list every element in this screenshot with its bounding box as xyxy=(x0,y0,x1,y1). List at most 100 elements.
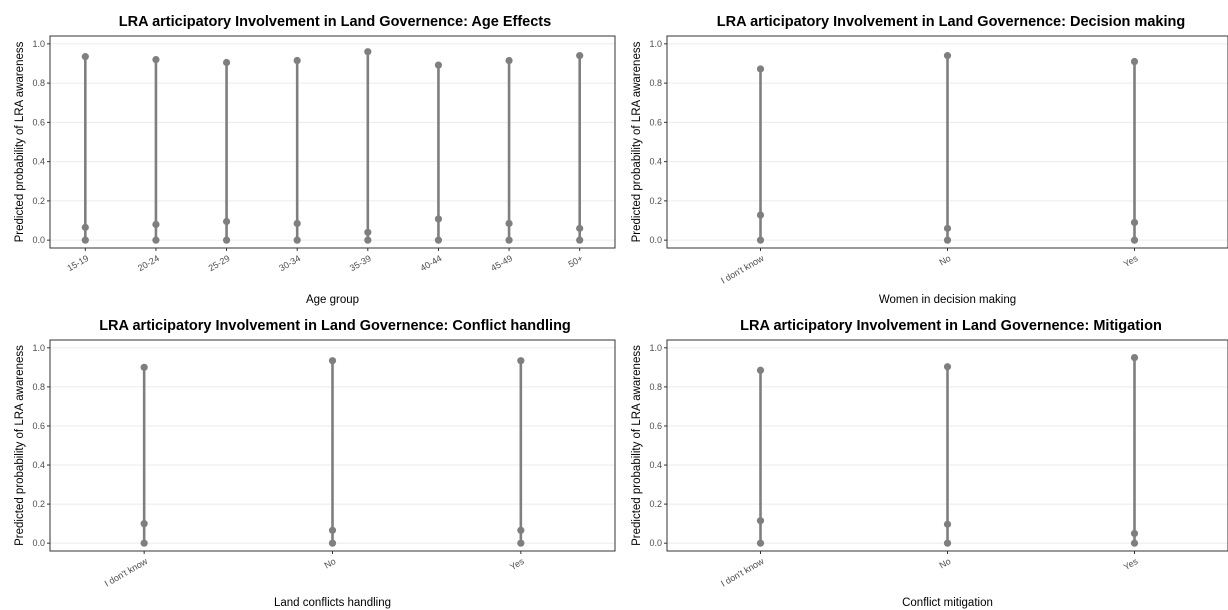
data-point xyxy=(517,539,525,547)
chart-title: LRA articipatory Involvement in Land Gov… xyxy=(99,318,571,334)
x-axis-label: Women in decision making xyxy=(879,294,1016,306)
y-tick-label: 1.0 xyxy=(32,39,45,49)
y-tick-label: 0.2 xyxy=(649,499,662,509)
data-point xyxy=(505,236,513,244)
data-point xyxy=(293,219,301,228)
y-tick-label: 1.0 xyxy=(649,343,662,353)
panel-1: 0.0 0.2 0.4 0.6 0.8 1.0 15-19 20-24 25-29 30-34 35… xyxy=(14,14,616,306)
data-point xyxy=(364,236,372,244)
y-tick-label: 0.8 xyxy=(649,382,662,392)
data-point xyxy=(756,366,765,374)
data-point xyxy=(152,220,160,229)
data-point xyxy=(756,211,765,219)
data-point xyxy=(434,215,443,223)
x-tick-label: 25-29 xyxy=(207,253,232,273)
data-point xyxy=(517,357,525,365)
chart-title: LRA articipatory Involvement in Land Gov… xyxy=(740,318,1162,334)
data-point xyxy=(81,223,89,231)
x-tick-label: No xyxy=(938,253,953,267)
x-axis-label: Age group xyxy=(306,294,359,306)
y-tick-label: 0.4 xyxy=(32,460,45,470)
data-point xyxy=(756,539,765,547)
data-point xyxy=(81,236,89,244)
y-tick-label: 0.2 xyxy=(649,196,662,206)
y-tick-label: 0.8 xyxy=(32,382,45,392)
x-tick-label: Yes xyxy=(508,556,526,572)
data-point xyxy=(943,363,952,371)
data-point xyxy=(505,219,513,228)
y-tick-label: 0.4 xyxy=(649,157,662,167)
y-tick-label: 0.0 xyxy=(649,235,662,245)
data-point xyxy=(576,52,584,60)
x-axis-label: Land conflicts handling xyxy=(274,597,391,609)
data-point xyxy=(222,58,231,67)
data-point xyxy=(756,65,765,73)
x-tick-label: Yes xyxy=(1122,556,1140,572)
x-tick-label: 15-19 xyxy=(65,253,90,273)
x-tick-label: No xyxy=(938,556,953,570)
data-point xyxy=(1130,539,1139,547)
data-point xyxy=(140,520,148,528)
y-tick-label: 0.8 xyxy=(649,78,662,88)
x-tick-label: 20-24 xyxy=(136,253,161,273)
chart-title: LRA articipatory Involvement in Land Gov… xyxy=(717,14,1185,30)
data-point xyxy=(756,236,765,244)
data-point xyxy=(328,357,337,365)
data-point xyxy=(1130,353,1139,362)
x-tick-label: No xyxy=(323,556,338,570)
y-tick-label: 1.0 xyxy=(32,343,45,353)
data-point xyxy=(293,56,301,65)
data-point xyxy=(1130,529,1139,538)
chart-title: LRA articipatory Involvement in Land Gov… xyxy=(119,14,551,30)
data-point xyxy=(1130,236,1139,244)
panel-4: 0.0 0.2 0.4 0.6 0.8 1.0 I don't know No Yes LRA a… xyxy=(631,318,1228,609)
x-tick-label: Yes xyxy=(1122,253,1140,269)
x-tick-label: I don't know xyxy=(103,556,150,589)
y-tick-label: 0.6 xyxy=(32,117,45,127)
y-tick-label: 0.6 xyxy=(649,117,662,127)
data-point xyxy=(328,539,337,547)
y-axis-label: Predicted probability of LRA awareness xyxy=(14,41,26,242)
y-tick-label: 1.0 xyxy=(649,39,662,49)
data-point xyxy=(434,61,443,69)
data-point xyxy=(364,48,372,56)
y-tick-label: 0.6 xyxy=(649,421,662,431)
data-point xyxy=(140,363,148,371)
y-tick-label: 0.2 xyxy=(32,196,45,206)
y-tick-label: 0.0 xyxy=(32,235,45,245)
data-point xyxy=(943,52,952,60)
panel-border xyxy=(49,35,616,249)
data-point xyxy=(943,539,952,547)
x-tick-label: 50+ xyxy=(566,253,584,269)
data-point xyxy=(328,526,337,534)
data-point xyxy=(1130,218,1139,227)
data-point xyxy=(140,539,148,547)
data-point xyxy=(1130,57,1139,66)
data-point xyxy=(434,236,443,244)
data-point xyxy=(576,236,584,244)
panel-3: 0.0 0.2 0.4 0.6 0.8 1.0 I don't know No Yes LRA a… xyxy=(14,318,616,609)
y-tick-label: 0.8 xyxy=(32,78,45,88)
data-point xyxy=(364,228,372,236)
data-point xyxy=(152,236,160,244)
x-tick-label: I don't know xyxy=(719,253,766,286)
y-tick-label: 0.4 xyxy=(32,157,45,167)
x-tick-label: I don't know xyxy=(719,556,766,589)
data-point xyxy=(152,55,160,64)
data-point xyxy=(943,236,952,244)
x-tick-label: 45-49 xyxy=(489,253,514,273)
data-point xyxy=(756,517,765,525)
x-tick-label: 40-44 xyxy=(418,253,443,273)
data-point xyxy=(943,224,952,232)
panel-2: 0.0 0.2 0.4 0.6 0.8 1.0 I don't know No Yes LRA a… xyxy=(631,14,1228,306)
data-point xyxy=(505,56,513,65)
x-axis-label: Conflict mitigation xyxy=(902,597,993,609)
y-tick-label: 0.0 xyxy=(32,538,45,548)
y-axis-label: Predicted probability of LRA awareness xyxy=(631,41,643,242)
x-tick-label: 35-39 xyxy=(348,253,373,273)
y-tick-label: 0.0 xyxy=(649,538,662,548)
data-point xyxy=(576,224,584,232)
y-tick-label: 0.2 xyxy=(32,499,45,509)
x-tick-label: 30-34 xyxy=(277,253,302,273)
